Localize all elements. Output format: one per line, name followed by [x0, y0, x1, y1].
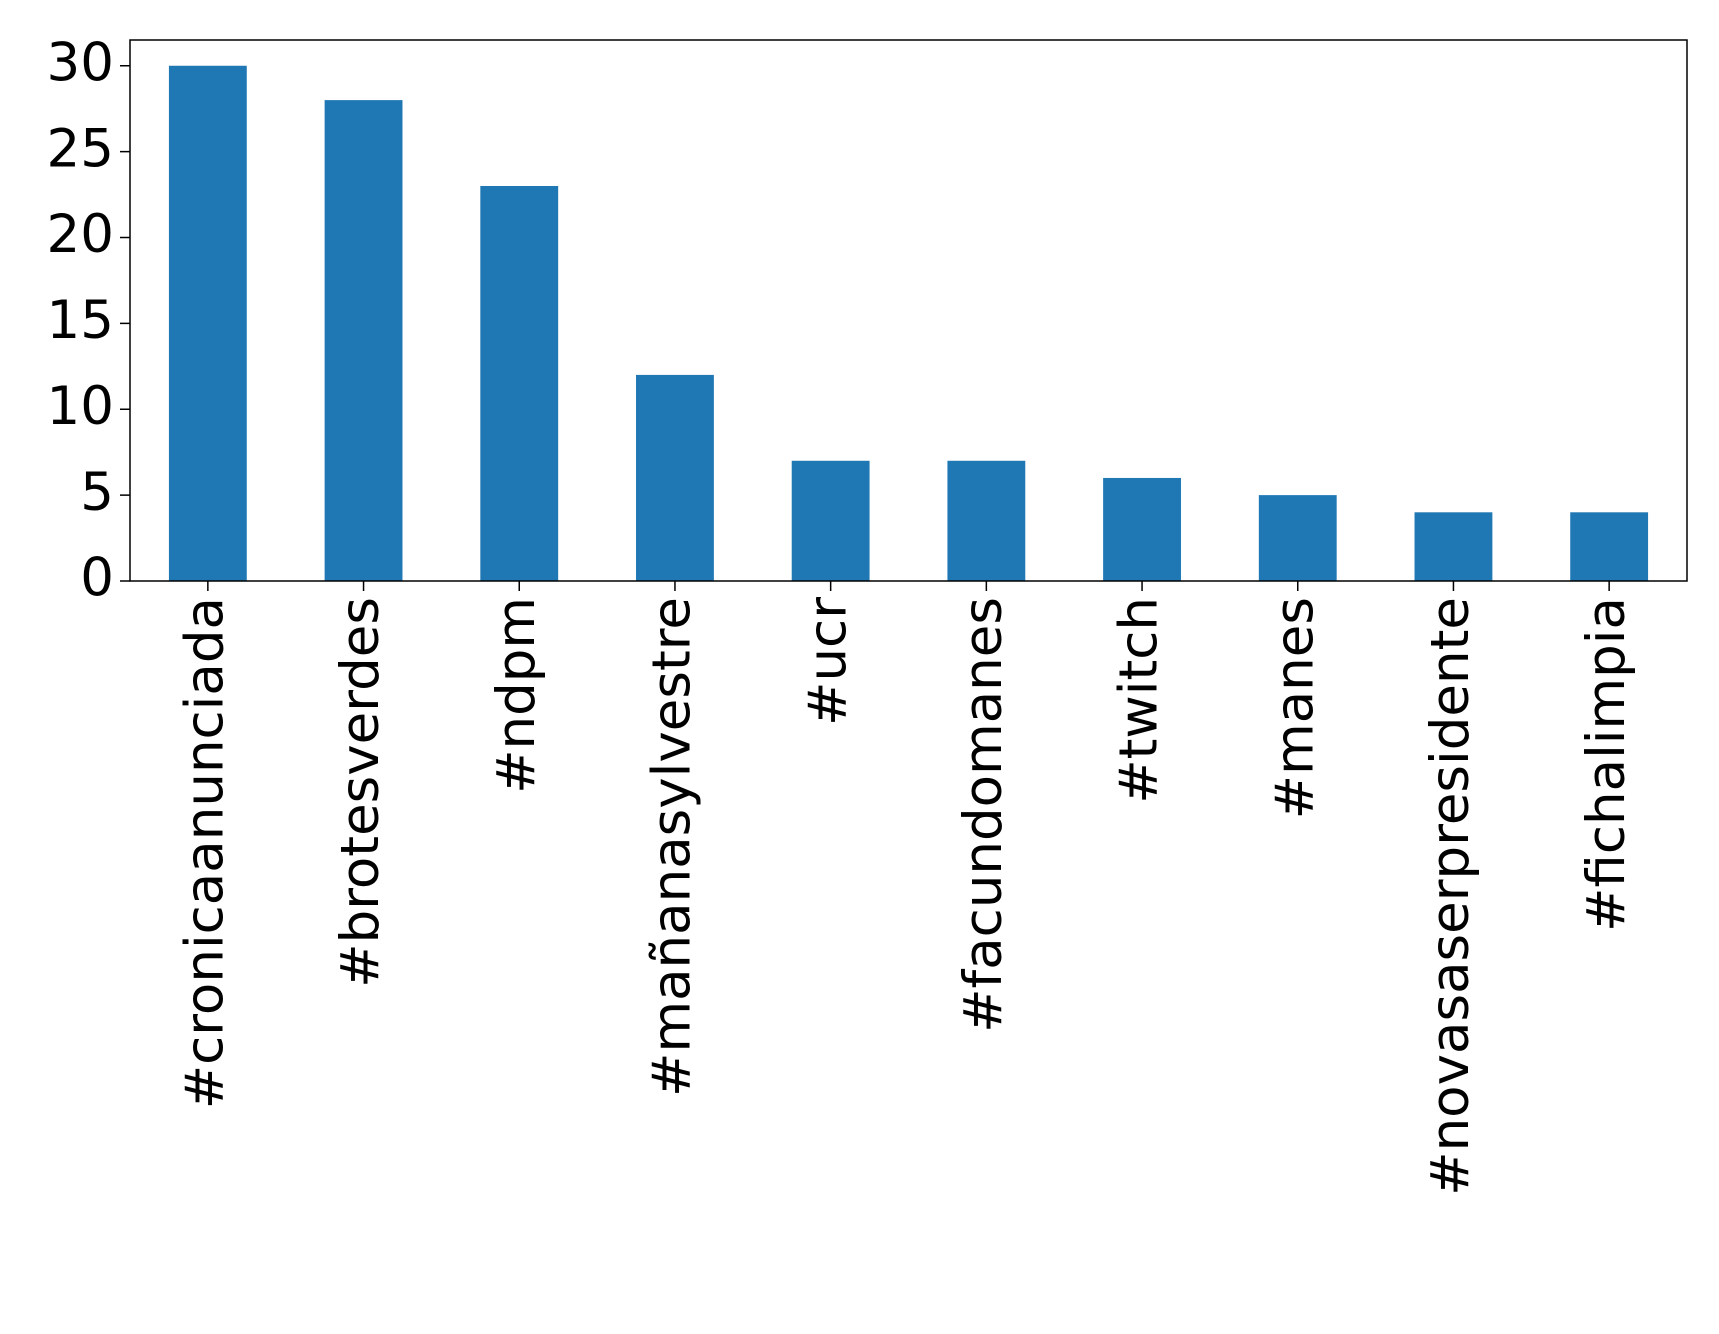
x-tick-label: #brotesverdes: [330, 597, 391, 988]
bar: [947, 460, 1026, 581]
y-tick-label: 30: [47, 32, 114, 93]
bar: [324, 100, 403, 581]
bar: [1414, 512, 1493, 581]
y-tick-label: 15: [47, 290, 114, 351]
bar: [480, 185, 559, 581]
x-tick-label: #twitch: [1109, 597, 1170, 804]
y-tick-label: 20: [47, 204, 114, 265]
bar: [1258, 495, 1337, 581]
x-tick-label: #ucr: [797, 597, 858, 726]
x-tick-label: #novasaserpresidente: [1420, 597, 1481, 1196]
bar: [636, 374, 714, 581]
x-tick-label: #facundomanes: [953, 597, 1014, 1033]
bar: [1570, 512, 1649, 581]
plot-frame: [129, 39, 1688, 582]
y-tick-label: 10: [47, 376, 114, 437]
x-tick-label: #manes: [1264, 597, 1325, 819]
y-tick-label: 5: [80, 462, 114, 523]
x-tick-label: #fichalimpia: [1576, 597, 1637, 932]
bar: [168, 65, 247, 581]
bar: [1103, 477, 1181, 581]
x-tick-label: #mañanasylvestre: [642, 597, 703, 1097]
y-tick-label: 25: [47, 118, 114, 179]
x-tick-label: #cronicaanunciada: [174, 597, 235, 1109]
x-tick-label: #ndpm: [486, 597, 547, 794]
bar: [791, 460, 870, 581]
y-tick-label: 0: [80, 548, 114, 609]
